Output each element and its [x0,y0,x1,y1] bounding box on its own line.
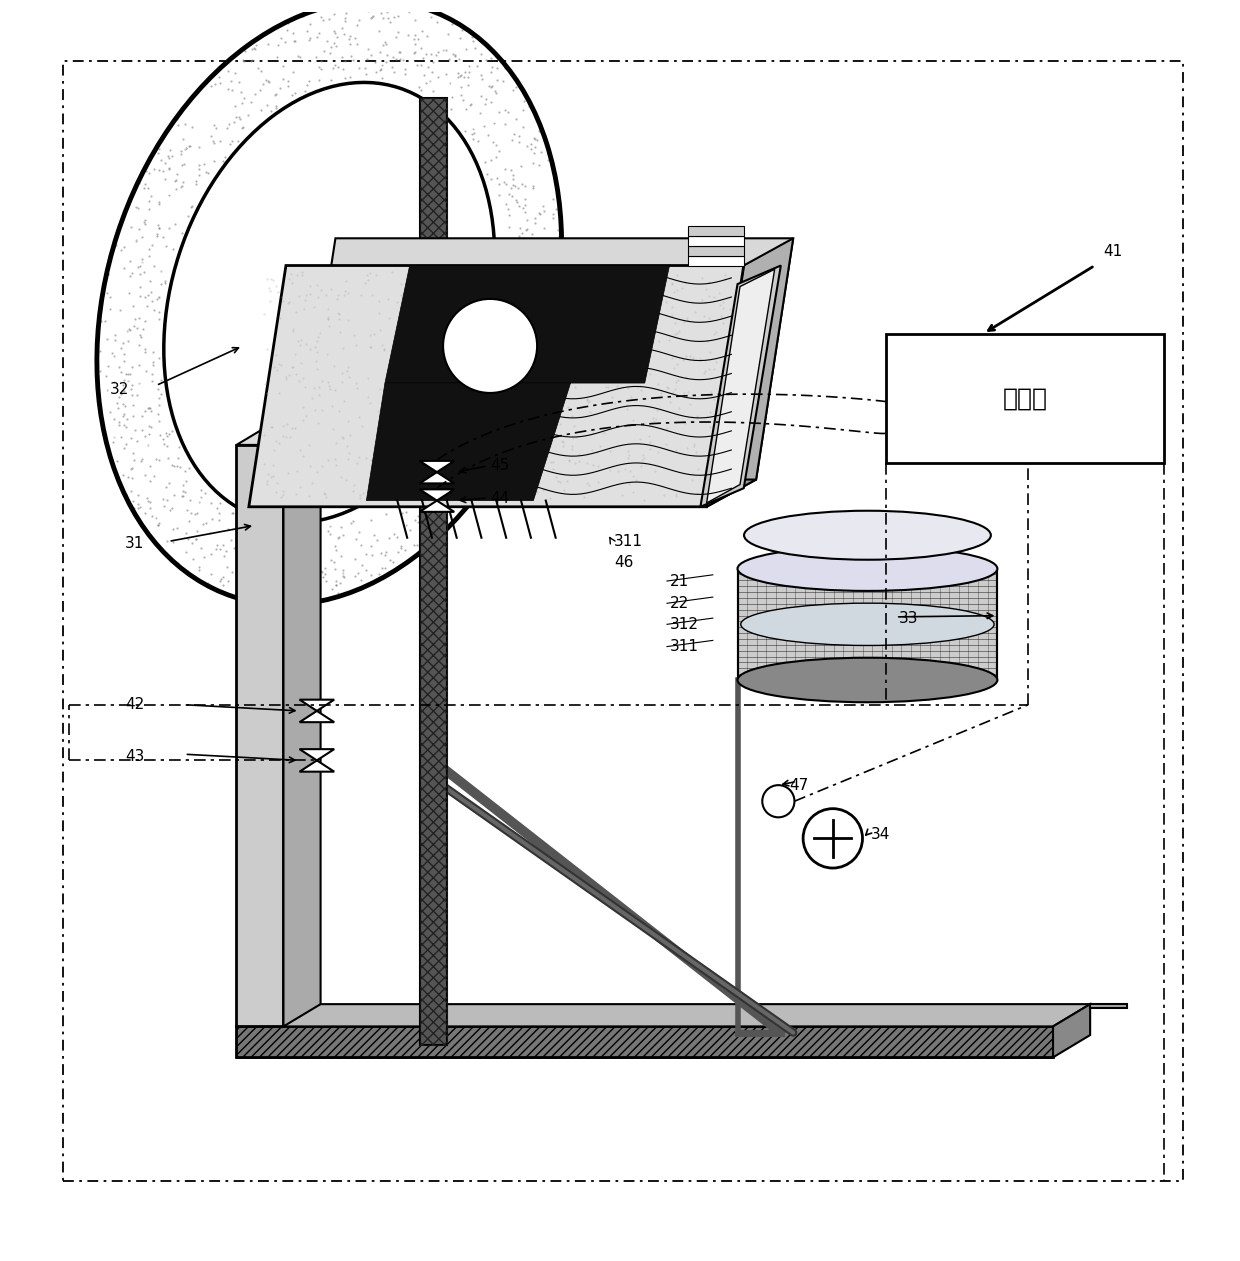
Polygon shape [707,238,794,507]
Polygon shape [419,460,454,483]
Text: 44: 44 [490,491,510,506]
Polygon shape [300,700,335,723]
Polygon shape [237,445,284,1026]
Text: 34: 34 [872,827,890,842]
Text: 33: 33 [898,610,918,625]
Circle shape [804,808,863,868]
Polygon shape [419,98,446,1045]
Text: 47: 47 [790,778,808,793]
Polygon shape [688,256,744,266]
Polygon shape [237,422,321,445]
Polygon shape [419,489,454,512]
Polygon shape [1053,1004,1090,1057]
Polygon shape [688,226,744,236]
Text: 312: 312 [670,617,698,632]
Polygon shape [249,266,744,507]
Ellipse shape [744,511,991,560]
Polygon shape [688,236,744,246]
Polygon shape [707,270,775,503]
Text: 41: 41 [1104,245,1122,260]
Polygon shape [300,749,335,772]
Polygon shape [299,238,794,479]
Ellipse shape [740,603,994,646]
Text: 控制器: 控制器 [1003,387,1048,411]
Polygon shape [366,383,570,501]
Ellipse shape [738,658,997,702]
Ellipse shape [738,546,997,591]
Polygon shape [284,422,321,1026]
Text: 45: 45 [490,459,510,473]
Circle shape [763,786,795,817]
Text: 22: 22 [670,595,688,610]
Text: 311: 311 [614,533,642,549]
Polygon shape [384,266,670,383]
Polygon shape [701,266,781,507]
Polygon shape [738,569,997,680]
Polygon shape [1090,1004,1127,1008]
Polygon shape [249,479,756,507]
Polygon shape [237,1026,1053,1057]
Text: 42: 42 [125,697,144,712]
FancyBboxPatch shape [887,334,1164,464]
Text: 43: 43 [125,749,145,764]
Text: 21: 21 [670,574,688,589]
Polygon shape [237,1004,1090,1026]
Text: 31: 31 [125,536,145,551]
Text: 32: 32 [110,382,130,397]
Polygon shape [688,246,744,256]
Text: 311: 311 [670,639,698,654]
Text: 46: 46 [614,555,634,570]
Circle shape [443,299,537,393]
Ellipse shape [170,91,489,514]
